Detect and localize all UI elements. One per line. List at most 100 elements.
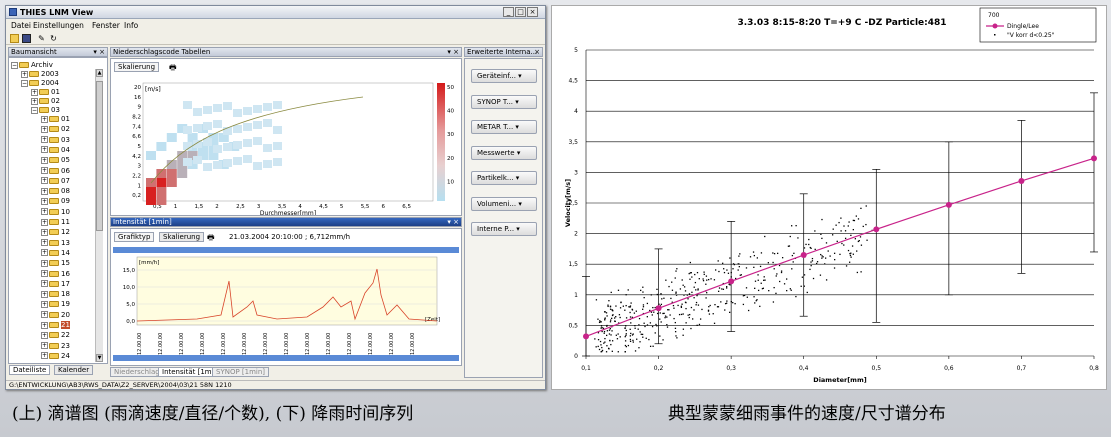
menu-bar: Datei Einstellungen Fenster Info [6, 20, 545, 31]
tab-niederschlag[interactable]: Niederschlag [110, 367, 164, 377]
tree-day[interactable]: +10 [41, 207, 70, 216]
tree-day[interactable]: +13 [41, 238, 70, 247]
scatter-point [803, 285, 805, 287]
scatter-point [724, 302, 727, 305]
tree-day[interactable]: +24 [41, 351, 70, 360]
scatter-point [614, 320, 616, 322]
tree-day[interactable]: +05 [41, 156, 70, 165]
scatter-point [624, 309, 626, 311]
tab-dateiliste[interactable]: Dateiliste [9, 365, 51, 375]
heat-cell [187, 133, 198, 142]
tree-day[interactable]: +17 [41, 279, 70, 288]
scatter-point [696, 271, 699, 274]
zoom-icon[interactable]: ✎ [38, 34, 45, 43]
scatter-point [608, 333, 611, 335]
tab-skalierung[interactable]: Skalierung [114, 62, 160, 72]
extended-button[interactable]: Messwerte ▾ [471, 145, 537, 160]
open-folder-icon[interactable] [10, 34, 19, 43]
tree-day[interactable]: +12 [41, 228, 70, 237]
scatter-point [693, 309, 695, 311]
scatter-point [601, 349, 604, 352]
extended-button[interactable]: Partikelk... ▾ [471, 171, 537, 185]
tree-year[interactable]: −2004 [21, 79, 59, 87]
scatter-point [659, 305, 662, 307]
scatter-point [733, 263, 735, 266]
tree-day[interactable]: +14 [41, 248, 70, 257]
caption-left: (上) 滴谱图 (雨滴速度/直径/个数), (下) 降雨时间序列 [12, 404, 414, 424]
scatter-point [767, 262, 770, 264]
extended-panel-close-icon[interactable]: × [534, 48, 540, 56]
tree-day[interactable]: +02 [41, 125, 70, 134]
refresh-icon[interactable]: ↻ [50, 34, 57, 43]
folder-icon [29, 71, 39, 77]
extended-button[interactable]: SYNOP T... ▾ [471, 94, 537, 109]
scatter-point [656, 288, 658, 291]
spectrum-panel-close-icon[interactable]: ▾ × [447, 48, 459, 56]
intensity-panel-close-icon[interactable]: ▾ × [447, 218, 459, 226]
x-tick-label: 4 [298, 204, 302, 210]
menu-datei[interactable]: Datei [11, 21, 32, 30]
maximize-button[interactable]: □ [515, 7, 526, 17]
tree-day[interactable]: +03 [41, 135, 70, 144]
intensity-timeseries-plot: [mm/h]15,0 10,0 5,0 0,0 [Zeit] 12.00.00 12.00.… [113, 247, 459, 361]
tree-root[interactable]: − Archiv [11, 61, 53, 69]
tab-synop[interactable]: SYNOP [1min] [212, 367, 270, 377]
tree-day[interactable]: +22 [41, 331, 70, 340]
tab-grafiktyp[interactable]: Grafiktyp [114, 232, 155, 242]
scatter-point [625, 345, 628, 348]
tree-month[interactable]: +01 [31, 88, 60, 96]
tree-day[interactable]: +15 [41, 259, 70, 268]
scatter-point [625, 317, 628, 319]
tree-day[interactable]: +07 [41, 176, 70, 185]
tree-scrollbar[interactable]: ▲ ▼ [95, 69, 103, 362]
tree-day[interactable]: +16 [41, 269, 70, 278]
minimize-button[interactable]: _ [503, 7, 514, 17]
menu-einstellungen[interactable]: Einstellungen [33, 21, 84, 30]
scatter-point [851, 245, 854, 247]
tree-day[interactable]: +09 [41, 197, 70, 206]
extended-button[interactable]: METAR T... ▾ [471, 120, 537, 134]
y-axis-label: [mm/h] [139, 260, 159, 266]
extended-button[interactable]: Geräteinf... ▾ [471, 69, 537, 83]
y-tick-label: 0,0 [126, 319, 135, 325]
tree-month[interactable]: −03 [31, 106, 60, 114]
tree-day[interactable]: +01 [41, 115, 70, 123]
scatter-point [682, 334, 684, 336]
save-icon[interactable] [22, 34, 31, 43]
tree-month[interactable]: +02 [31, 97, 60, 105]
x-tick-label: 0,3 [726, 365, 736, 372]
tree-panel-close-icon[interactable]: ▾ × [93, 48, 105, 56]
tree-day[interactable]: +23 [41, 341, 70, 350]
tree-day[interactable]: +06 [41, 166, 70, 175]
close-button[interactable]: × [527, 7, 538, 17]
y-tick-label: 0 [574, 353, 578, 360]
heat-cell [156, 196, 167, 205]
scatter-point [656, 325, 658, 327]
heat-cell [146, 187, 156, 196]
scatter-point [606, 325, 608, 327]
extended-button[interactable]: Volumeni... ▾ [471, 196, 537, 211]
heat-cell [177, 160, 188, 169]
scatter-point [789, 288, 791, 290]
tree-day[interactable]: +21 [41, 321, 70, 329]
fit-marker [728, 278, 735, 285]
scatter-point [664, 316, 666, 319]
tab-skalierung-intensity[interactable]: Skalierung [159, 232, 205, 242]
heat-cell [273, 101, 282, 109]
scatter-point [753, 296, 755, 298]
print-icon[interactable]: 🖶 [169, 63, 177, 72]
menu-fenster[interactable]: Fenster [92, 21, 120, 30]
tree-year[interactable]: +2003 [21, 70, 59, 78]
tree-day[interactable]: +18 [41, 290, 70, 299]
print-icon[interactable]: 🖶 [207, 233, 215, 242]
menu-info[interactable]: Info [124, 21, 139, 30]
heat-cell [183, 158, 192, 166]
tree-day[interactable]: +20 [41, 310, 70, 319]
tree-day[interactable]: +04 [41, 145, 70, 154]
tree-day[interactable]: +08 [41, 187, 70, 196]
tab-kalender[interactable]: Kalender [54, 365, 94, 375]
scatter-point [611, 330, 613, 332]
tree-day[interactable]: +19 [41, 300, 70, 309]
extended-button[interactable]: Interne P... ▾ [471, 222, 537, 236]
tree-day[interactable]: +11 [41, 218, 70, 226]
